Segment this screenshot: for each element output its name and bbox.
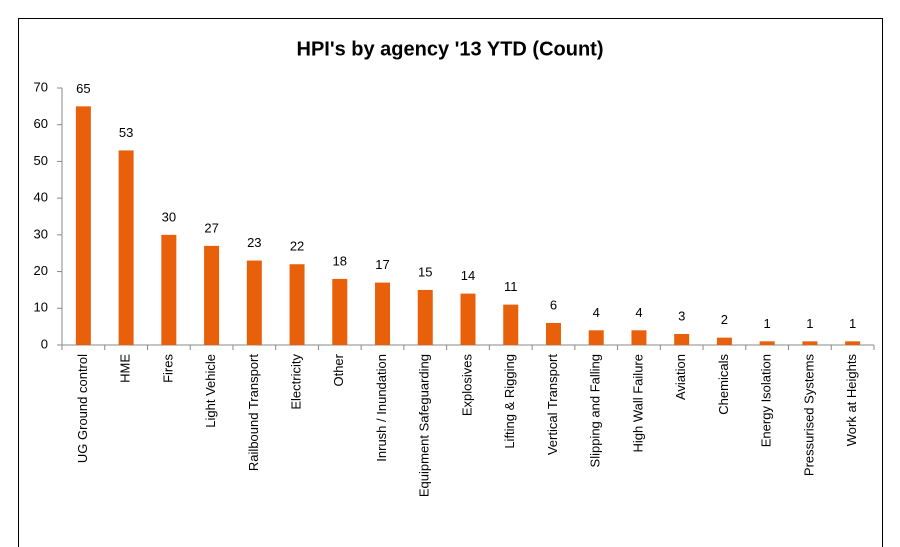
- x-tick-label: Work at Heights: [844, 354, 859, 447]
- bar: [759, 341, 775, 345]
- data-label: 17: [375, 257, 389, 272]
- bar: [845, 341, 861, 345]
- bar: [802, 341, 818, 345]
- x-tick-label: UG Ground control: [75, 354, 90, 463]
- y-tick-label: 40: [34, 190, 48, 205]
- data-label: 23: [247, 235, 261, 250]
- x-tick-label: Railbound Transport: [246, 354, 261, 471]
- chart-border: [18, 18, 883, 547]
- data-label: 6: [550, 297, 557, 312]
- y-tick-label: 70: [34, 79, 48, 94]
- bar: [118, 150, 134, 345]
- bar: [75, 106, 91, 345]
- data-label: 11: [504, 279, 518, 294]
- data-label: 65: [76, 81, 90, 96]
- x-tick-label: Pressurised Systems: [801, 354, 816, 477]
- bar: [204, 245, 220, 345]
- bar: [289, 264, 305, 345]
- y-tick-label: 60: [34, 116, 48, 131]
- x-tick-label: Chemicals: [716, 354, 731, 415]
- x-tick-label: Aviation: [673, 354, 688, 400]
- data-label: 4: [635, 305, 642, 320]
- data-label: 27: [204, 220, 218, 235]
- bar: [375, 282, 391, 345]
- x-tick-label: Other: [331, 353, 346, 386]
- data-label: 1: [849, 316, 856, 331]
- data-label: 30: [162, 209, 176, 224]
- data-label: 3: [678, 308, 685, 323]
- bar: [588, 330, 604, 345]
- bar: [246, 260, 262, 345]
- x-tick-label: Fires: [160, 354, 175, 383]
- data-label: 1: [764, 316, 771, 331]
- data-label: 22: [290, 239, 304, 254]
- x-tick-label: Slipping and Falling: [588, 354, 603, 467]
- bar: [545, 322, 561, 345]
- bar: [161, 234, 177, 345]
- y-tick-label: 0: [41, 336, 48, 351]
- x-tick-label: Vertical Transport: [545, 354, 560, 456]
- y-tick-label: 30: [34, 226, 48, 241]
- bar: [674, 333, 690, 345]
- bar: [631, 330, 647, 345]
- y-tick-label: 10: [34, 300, 48, 315]
- x-tick-label: Lifting & Rigging: [502, 354, 517, 449]
- data-label: 53: [119, 125, 133, 140]
- x-tick-label: Inrush / Inundation: [374, 354, 389, 462]
- x-tick-label: Light Vehicle: [203, 354, 218, 428]
- data-label: 4: [593, 305, 600, 320]
- x-tick-label: Energy Isolation: [759, 354, 774, 447]
- data-label: 15: [418, 264, 432, 279]
- bar: [503, 304, 519, 345]
- bar: [417, 289, 433, 345]
- y-tick-label: 50: [34, 153, 48, 168]
- data-label: 2: [721, 312, 728, 327]
- chart-title: HPI's by agency '13 YTD (Count): [297, 38, 604, 60]
- bar: [716, 337, 732, 345]
- x-tick-label: Explosives: [459, 354, 474, 417]
- x-tick-label: Equipment Safeguarding: [417, 354, 432, 497]
- bar: [332, 278, 348, 345]
- data-label: 14: [461, 268, 475, 283]
- y-tick-label: 20: [34, 263, 48, 278]
- data-label: 1: [806, 316, 813, 331]
- x-tick-label: Electricity: [288, 354, 303, 410]
- x-tick-label: High Wall Failure: [630, 354, 645, 453]
- x-tick-label: HME: [118, 354, 133, 383]
- bar: [460, 293, 476, 345]
- data-label: 18: [333, 253, 347, 268]
